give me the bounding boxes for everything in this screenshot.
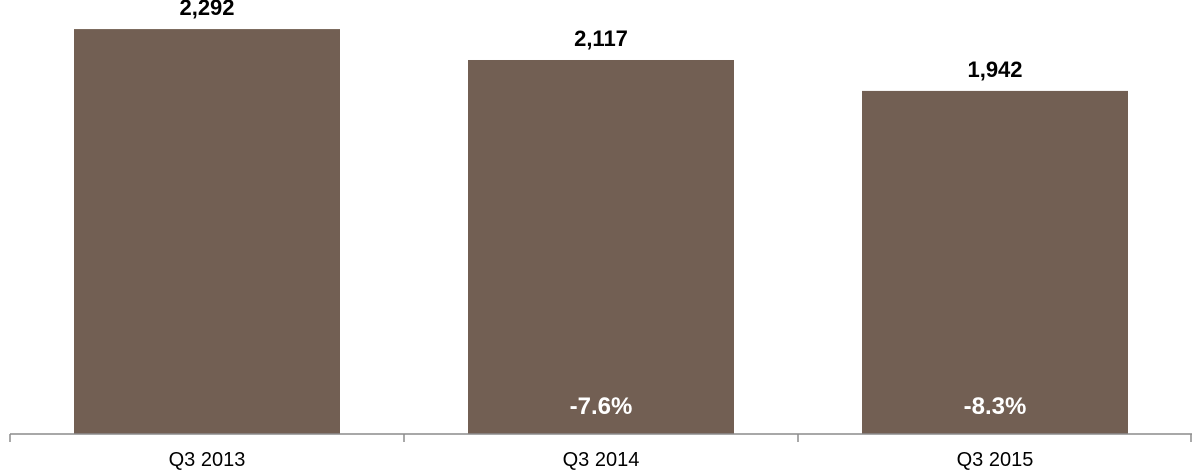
x-tick-labels-group: Q3 2013 Q3 2014 Q3 2015 bbox=[169, 449, 1034, 471]
value-label-3: 1,942 bbox=[967, 57, 1022, 82]
bars-group bbox=[74, 29, 1128, 435]
bar-3 bbox=[862, 90, 1128, 434]
value-label-2: 2,117 bbox=[574, 26, 628, 51]
x-tick-label-2: Q3 2014 bbox=[563, 449, 640, 471]
change-label-2: -7.6% bbox=[570, 393, 633, 420]
value-label-1: 2,292 bbox=[179, 0, 234, 20]
x-axis bbox=[9, 433, 1192, 442]
x-tick-label-3: Q3 2015 bbox=[957, 449, 1034, 471]
change-labels-group: -7.6% -8.3% bbox=[570, 393, 1027, 420]
bar-2 bbox=[468, 59, 734, 434]
value-labels-group: 2,292 2,117 1,942 bbox=[179, 0, 1022, 82]
x-tick-label-1: Q3 2013 bbox=[169, 449, 246, 471]
change-label-3: -8.3% bbox=[964, 393, 1027, 420]
bar-1 bbox=[74, 29, 340, 435]
